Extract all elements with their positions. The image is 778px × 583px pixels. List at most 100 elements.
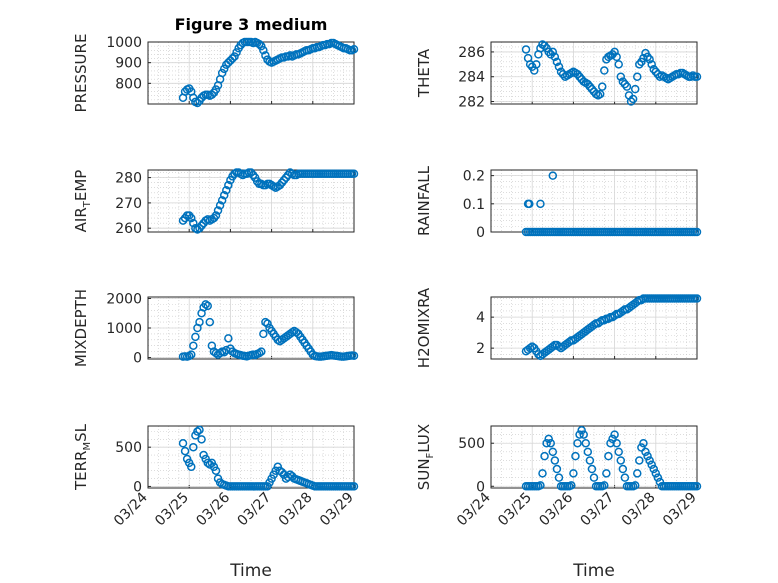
- subplot-theta: 282 284 286 THETA: [415, 40, 702, 111]
- data-point: [552, 464, 562, 474]
- y-tick-label: 280: [115, 171, 142, 187]
- data-point: [259, 46, 268, 55]
- y-tick-label: 0: [133, 479, 142, 495]
- data-point: [217, 196, 227, 205]
- data-point: [349, 44, 359, 54]
- y-axis-label: PRESSURE: [72, 34, 90, 113]
- data-point: [643, 451, 652, 461]
- data-point: [548, 171, 558, 180]
- y-tick-label: 0: [476, 479, 485, 495]
- data-point: [187, 350, 196, 359]
- data-point: [647, 60, 656, 69]
- y-tick-label: 260: [115, 221, 142, 237]
- data-point: [184, 351, 194, 361]
- data-point: [630, 84, 640, 94]
- y-tick-label: 0.1: [463, 197, 485, 213]
- data-point: [643, 52, 652, 62]
- data-point: [263, 319, 272, 328]
- data-point: [215, 201, 225, 210]
- data-point: [639, 438, 648, 448]
- series-markers: [178, 168, 359, 234]
- data-point: [550, 456, 560, 465]
- data-point: [211, 85, 221, 94]
- data-point: [633, 72, 642, 81]
- subplot-mixdepth: 0 1000 2000 MIXDEPTH: [72, 289, 359, 367]
- series-markers: [178, 425, 359, 491]
- data-point: [228, 54, 237, 63]
- y-tick-label: 800: [115, 76, 142, 92]
- data-point: [217, 68, 227, 78]
- data-point: [575, 72, 584, 81]
- data-point: [193, 98, 202, 108]
- data-point: [538, 469, 547, 478]
- data-point: [614, 60, 623, 69]
- data-point: [630, 481, 640, 490]
- subplot-air-temp: 260 270 280 AIRTEMP: [72, 168, 359, 237]
- data-point: [548, 342, 558, 351]
- data-point: [254, 348, 264, 358]
- data-point: [540, 451, 549, 461]
- data-point: [205, 317, 215, 327]
- y-tick-label: 500: [458, 436, 485, 452]
- data-point: [645, 55, 654, 64]
- y-tick-label: 2: [476, 341, 485, 357]
- data-point: [620, 473, 630, 482]
- y-tick-label: 0.2: [463, 169, 485, 185]
- data-point: [585, 82, 595, 91]
- data-point: [626, 97, 636, 106]
- data-point: [219, 191, 229, 200]
- data-point: [189, 341, 198, 350]
- y-tick-label: 1000: [106, 35, 142, 51]
- data-point: [525, 199, 534, 209]
- data-point: [222, 185, 231, 195]
- data-point: [189, 218, 198, 228]
- data-point: [521, 45, 531, 54]
- data-point: [544, 434, 553, 444]
- data-point: [692, 72, 702, 81]
- series-markers: [521, 171, 702, 237]
- data-point: [575, 430, 584, 439]
- data-point: [635, 60, 644, 69]
- series-markers: [178, 37, 359, 108]
- subplot-rainfall: 0 0.1 0.2 RAINFALL: [415, 165, 702, 241]
- data-point: [532, 60, 541, 69]
- data-point: [618, 464, 628, 474]
- data-point: [567, 481, 576, 490]
- data-point: [616, 456, 626, 465]
- data-point: [653, 473, 663, 482]
- data-point: [606, 438, 615, 448]
- data-point: [581, 438, 591, 448]
- data-point: [544, 47, 553, 57]
- data-point: [645, 456, 654, 465]
- data-point: [203, 301, 212, 311]
- y-axis-label: RAINFALL: [415, 165, 433, 236]
- data-point: [692, 227, 702, 237]
- data-point: [219, 64, 229, 74]
- data-point: [213, 206, 223, 215]
- y-axis-label: MIXDEPTH: [72, 289, 90, 367]
- series-markers: [521, 40, 702, 106]
- data-point: [187, 462, 196, 472]
- data-point: [600, 66, 609, 75]
- data-point: [558, 69, 568, 79]
- data-point: [257, 41, 266, 51]
- data-point: [600, 481, 609, 490]
- data-point: [589, 473, 599, 482]
- data-point: [224, 334, 233, 343]
- y-tick-label: 0: [476, 225, 485, 241]
- data-point: [527, 342, 537, 351]
- y-tick-label: 4: [476, 310, 485, 326]
- data-point: [349, 351, 359, 361]
- axes-frame: [147, 425, 355, 489]
- data-point: [604, 451, 613, 461]
- data-point: [602, 469, 611, 478]
- series-markers: [521, 294, 702, 361]
- data-point: [692, 294, 702, 303]
- data-point: [692, 482, 702, 491]
- data-point: [261, 317, 270, 327]
- data-point: [595, 89, 605, 99]
- data-point: [612, 438, 621, 448]
- data-point: [232, 48, 241, 57]
